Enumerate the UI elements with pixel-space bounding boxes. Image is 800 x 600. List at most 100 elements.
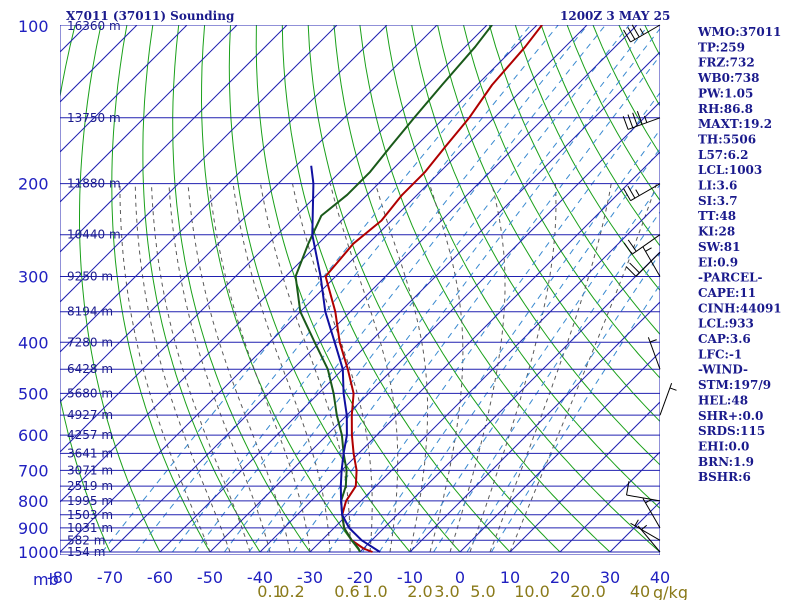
wind-barb-shaft [642, 246, 661, 277]
index-entry: MAXT:19.2 [698, 117, 772, 131]
height-label: 7280 m [67, 335, 113, 349]
moist-adiabat [168, 183, 271, 553]
mixing-ratio-unit-label: g/kg [653, 583, 688, 600]
wind-barb [637, 524, 661, 553]
isotherm [559, 451, 660, 553]
mixing-ratio-label: 0.2 [279, 582, 304, 600]
pressure-tick-label: 700 [18, 461, 49, 480]
mixing-ratio-label: 3.0 [434, 582, 459, 600]
height-label: 4927 m [67, 408, 113, 422]
wind-barb [630, 519, 661, 541]
wind-barb-flag [631, 24, 640, 38]
index-entry: CAP:3.6 [698, 332, 751, 346]
height-label: 8194 m [67, 305, 113, 319]
height-label: 3641 m [67, 446, 113, 460]
isotherm [60, 25, 188, 153]
index-entry: FRZ:732 [698, 56, 755, 70]
isotherm [60, 25, 538, 503]
wind-barb-flag [623, 242, 633, 255]
index-entry: -WIND- [698, 363, 748, 377]
wind-barb-shaft [630, 24, 661, 43]
index-entry: SI:3.7 [698, 194, 738, 208]
wind-barb [623, 234, 661, 255]
temperature-tick-label: -60 [147, 568, 173, 587]
wind-barb-shaft [630, 522, 661, 541]
mixing-ratio-label: 2.0 [407, 582, 432, 600]
wind-barb [622, 110, 661, 130]
index-entry: TP:259 [698, 40, 745, 54]
mixing-ratio-label: 20.0 [570, 582, 606, 600]
isotherm [459, 351, 660, 553]
index-entry: CINH:44091 [698, 301, 782, 315]
isotherm [60, 25, 588, 553]
height-label: 6428 m [67, 362, 113, 376]
pressure-tick-label: 100 [18, 17, 49, 36]
height-label: 1503 m [67, 508, 113, 522]
height-label: 9250 m [67, 269, 113, 283]
wind-barb-shaft [626, 494, 661, 502]
wind-barb-flag [627, 114, 634, 128]
pressure-tick-label: 300 [18, 267, 49, 286]
wind-barb-flag [622, 116, 629, 130]
wind-barb [623, 24, 661, 43]
index-entry: EHI:0.0 [698, 439, 749, 453]
wind-barb-flag [626, 481, 630, 496]
isotherm [409, 301, 660, 553]
moist-adiabat [509, 183, 658, 553]
wind-barb-flag [636, 110, 643, 125]
isotherm [309, 201, 660, 553]
wind-barb [642, 246, 661, 277]
pressure-tick-label: 200 [18, 175, 49, 194]
isotherm [359, 251, 660, 553]
wind-barb [626, 481, 661, 502]
index-entry: TT:48 [698, 209, 736, 223]
temperature-tick-label: -40 [247, 568, 273, 587]
index-entry: BRN:1.9 [698, 455, 754, 469]
index-entry: TH:5506 [698, 132, 756, 146]
moist-adiabat [119, 183, 211, 553]
isotherm [60, 25, 338, 303]
grid-layer [60, 25, 660, 555]
wind-barb-flag [649, 339, 657, 343]
temperature-tick-label: -10 [397, 568, 423, 587]
temperature-tick-label: 30 [600, 568, 620, 587]
height-label: 4257 m [67, 428, 113, 442]
wind-barb-flag [623, 188, 631, 201]
moist-adiabat [489, 183, 612, 553]
isotherm [259, 151, 660, 553]
index-entry: SHR+:0.0 [698, 409, 763, 423]
index-entry: SRDS:115 [698, 424, 765, 438]
wind-barb-shaft [631, 234, 661, 255]
parcel-line [310, 165, 381, 553]
index-entry: L57:6.2 [698, 148, 748, 162]
height-label: 582 m [67, 533, 105, 547]
wind-barb [647, 337, 661, 370]
height-label: 16360 m [67, 19, 121, 33]
wind-barb-flag [632, 112, 638, 127]
isotherm [60, 25, 488, 453]
wind-barb [642, 498, 661, 529]
height-label: 1031 m [67, 521, 113, 535]
wind-barb-flag [623, 29, 631, 43]
mixing-ratio-label: 0.6 [334, 582, 359, 600]
index-entry: WMO:37011 [697, 25, 781, 39]
index-entry: BSHR:6 [698, 470, 751, 484]
isotherm [60, 25, 238, 203]
wind-barb-shaft [637, 525, 661, 553]
height-label: 5680 m [67, 386, 113, 400]
moist-adiabat [260, 183, 351, 552]
moist-adiabat [292, 183, 373, 553]
height-label: 11880 m [67, 177, 121, 191]
wind-barb [623, 183, 661, 202]
moist-adiabat [151, 183, 251, 553]
wind-barb-flag [627, 239, 637, 252]
wind-barb [659, 383, 677, 416]
series-layer [294, 25, 543, 553]
index-entry: PW:1.05 [698, 86, 753, 100]
temperature-tick-label: -70 [97, 568, 123, 587]
pressure-tick-label: 900 [18, 519, 49, 538]
wind-barb-flag [634, 519, 639, 527]
temperature-tick-label: -50 [197, 568, 223, 587]
